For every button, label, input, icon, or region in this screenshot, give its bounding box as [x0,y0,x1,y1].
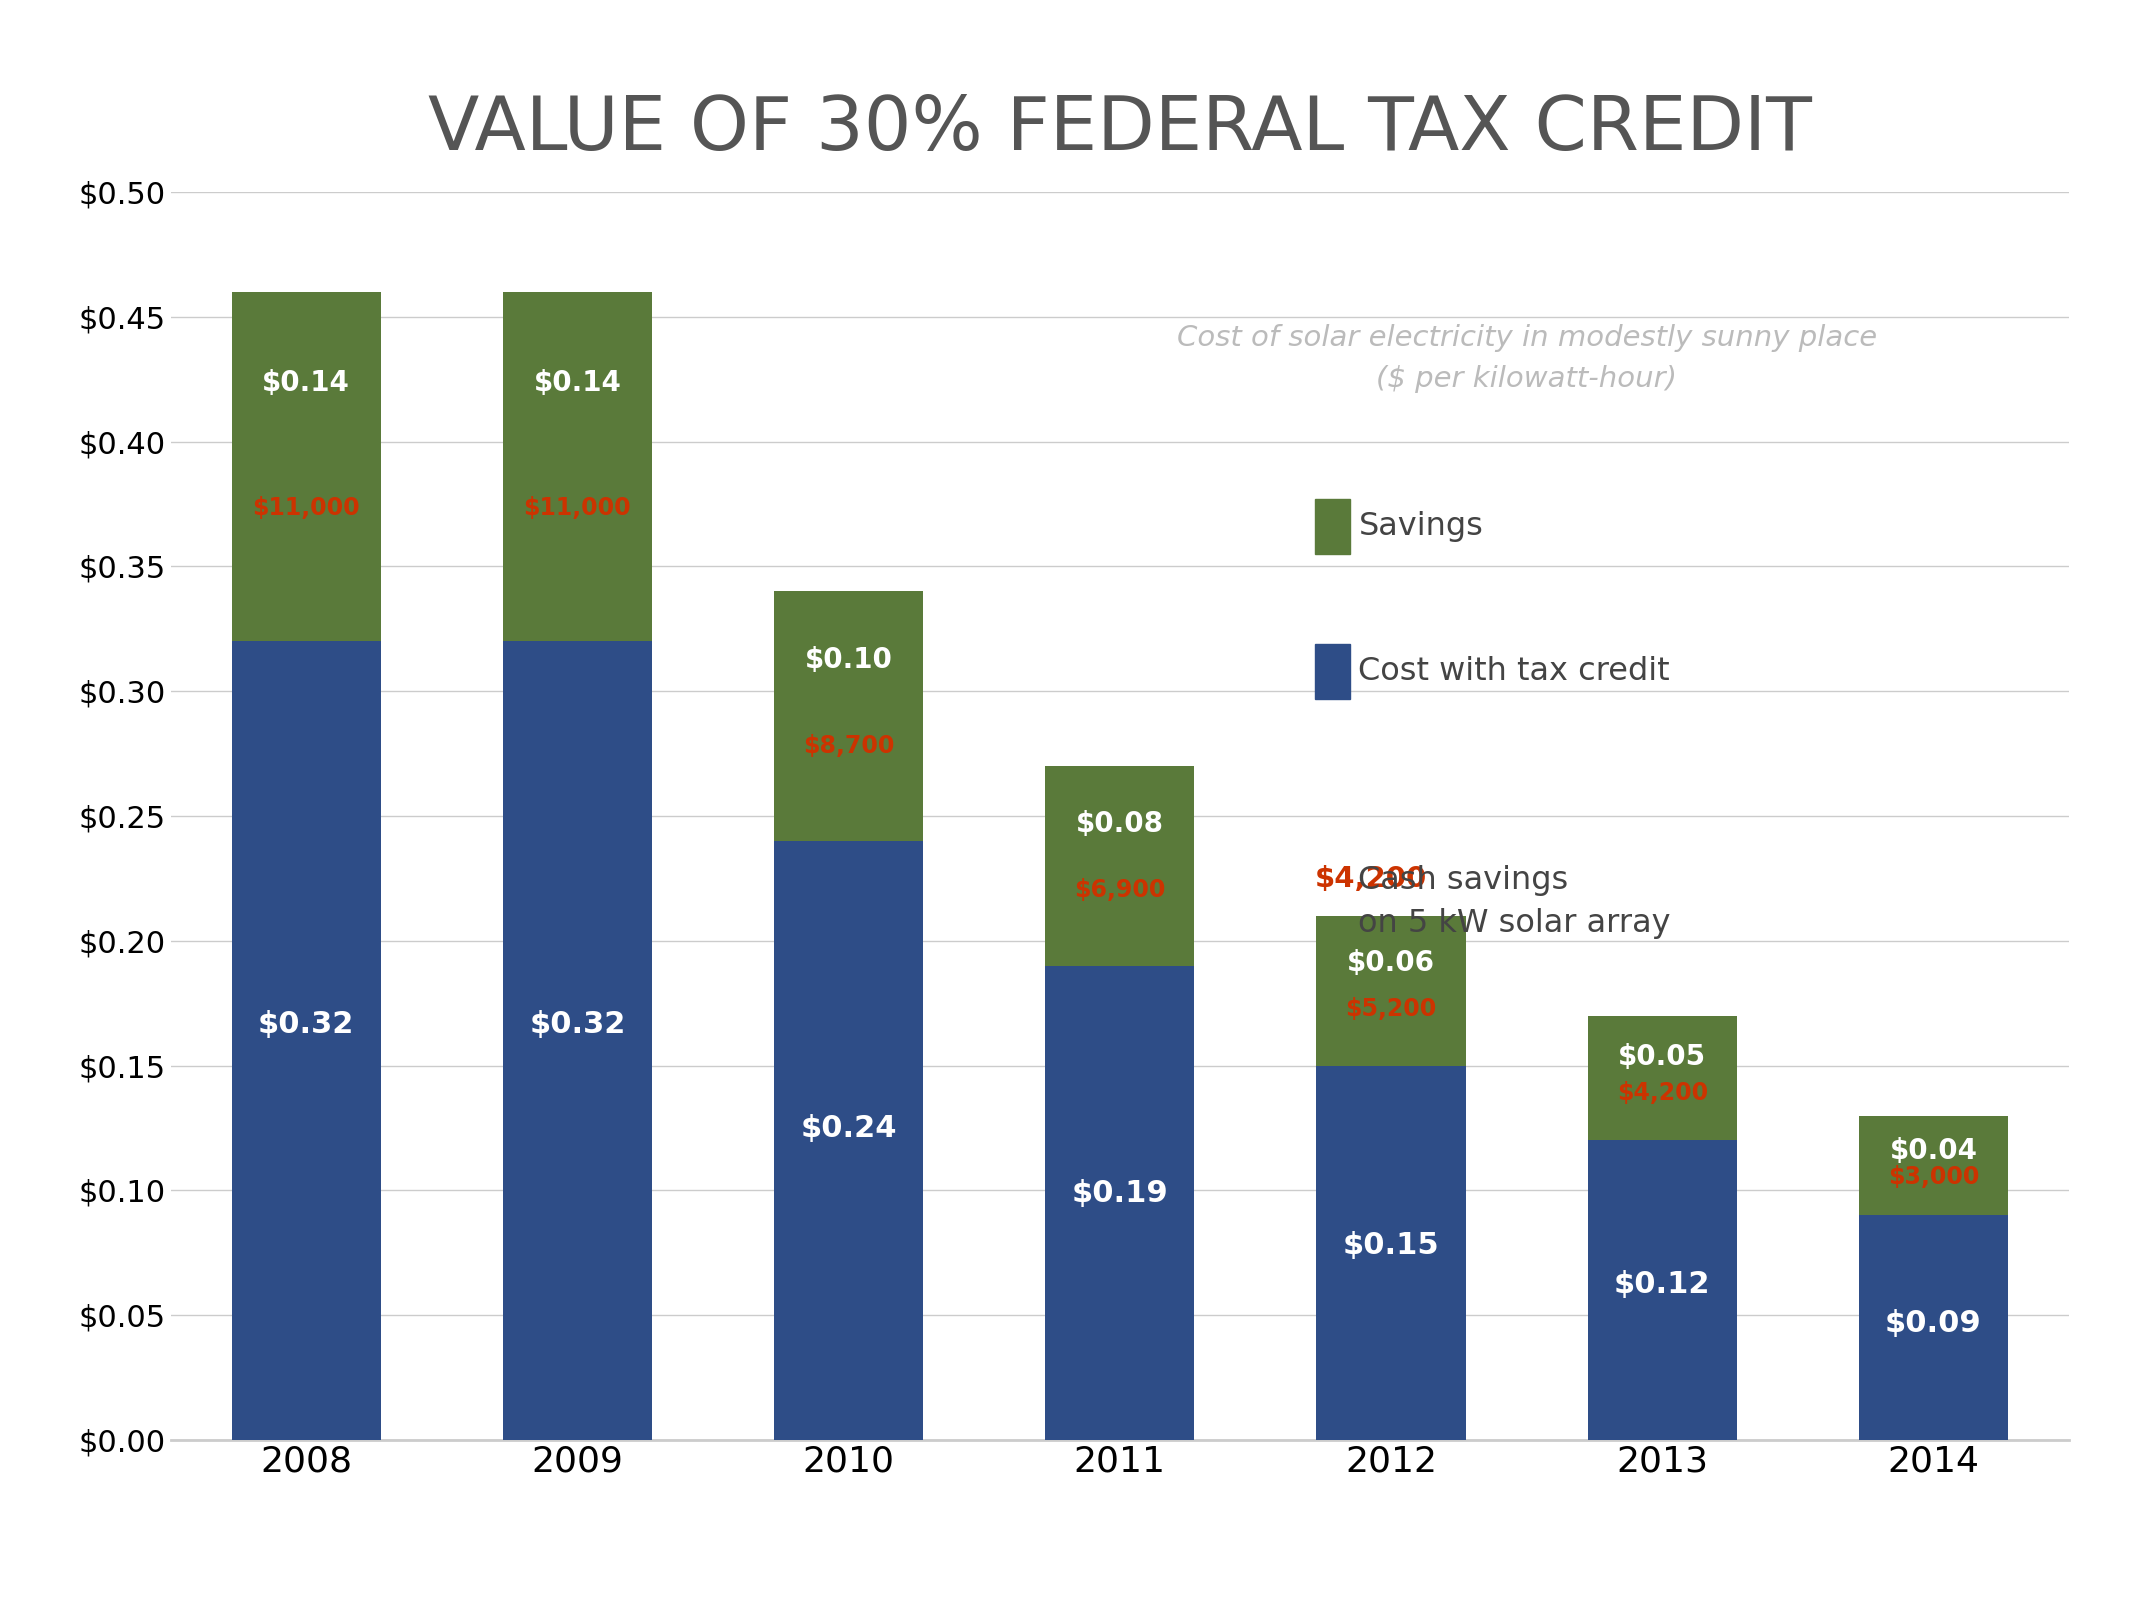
Text: Cost of solar electricity in modestly sunny place
($ per kilowatt-hour): Cost of solar electricity in modestly su… [1177,325,1877,394]
Bar [503,642,653,1440]
Text: $0.32: $0.32 [529,1010,625,1038]
Bar [1587,1016,1736,1141]
Text: $8,700: $8,700 [802,734,894,758]
Bar [1045,766,1194,966]
Text: $0.15: $0.15 [1342,1230,1440,1259]
Text: $11,000: $11,000 [252,496,360,520]
Text: $4,200: $4,200 [1316,866,1427,893]
Bar [1316,915,1465,1066]
Bar [1316,1066,1465,1440]
Text: $0.32: $0.32 [258,1010,354,1038]
Bar [1045,966,1194,1440]
Text: $0.05: $0.05 [1619,1043,1706,1070]
Bar [232,291,382,642]
Text: $0.12: $0.12 [1615,1270,1711,1299]
Text: $0.24: $0.24 [800,1114,896,1142]
Bar [774,592,924,842]
Text: $0.08: $0.08 [1075,810,1165,838]
Bar [774,842,924,1440]
Text: Cash savings
on 5 kW solar array: Cash savings on 5 kW solar array [1359,866,1670,939]
Text: $4,200: $4,200 [1617,1082,1709,1106]
Bar [1858,1216,2007,1440]
Text: $0.06: $0.06 [1348,949,1436,976]
Text: $5,200: $5,200 [1346,997,1438,1021]
Bar [1858,1115,2007,1216]
Text: $0.14: $0.14 [533,368,621,397]
Text: Cost with tax credit: Cost with tax credit [1359,656,1670,686]
Bar [232,642,382,1440]
Bar [1587,1141,1736,1440]
Title: VALUE OF 30% FEDERAL TAX CREDIT: VALUE OF 30% FEDERAL TAX CREDIT [429,93,1811,166]
Text: $3,000: $3,000 [1888,1165,1979,1189]
Bar [1316,499,1350,554]
Text: Savings: Savings [1359,510,1482,542]
Bar [503,291,653,642]
Text: $11,000: $11,000 [523,496,631,520]
Text: $0.19: $0.19 [1071,1179,1169,1208]
Text: $0.04: $0.04 [1890,1138,1977,1165]
Text: $0.14: $0.14 [262,368,350,397]
Text: $6,900: $6,900 [1075,878,1165,902]
Text: $0.09: $0.09 [1886,1309,1982,1338]
Text: $0.10: $0.10 [804,646,892,674]
Bar [1316,643,1350,699]
